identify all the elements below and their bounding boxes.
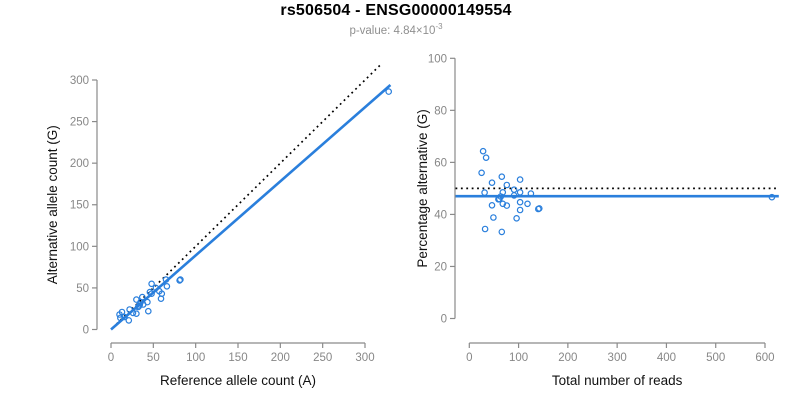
y-tick-label: 40 [434,209,447,221]
x-tick-label: 100 [509,352,528,364]
y-tick-label: 100 [70,241,89,253]
data-point [125,317,133,324]
data-point [139,293,146,301]
data-point [118,308,126,316]
x-tick-label: 0 [466,352,472,364]
data-point [503,202,511,209]
x-tick-label: 300 [608,352,627,364]
x-tick-label: 600 [755,352,774,364]
data-point [176,277,183,284]
data-point [768,193,776,201]
data-point [503,181,511,189]
y-tick-label: 0 [441,314,447,326]
data-point [482,154,490,162]
y-tick-label: 150 [70,200,89,212]
data-point [385,88,393,95]
data-point [490,214,497,221]
data-points [116,88,393,324]
x-axis-title: Total number of reads [552,373,683,388]
x-axis: 0 100 200 300 400 500 600 Total number of reads [466,342,775,388]
y-tick-label: 200 [70,158,89,170]
y-axis-title: Alternative allele count (G) [45,125,60,284]
data-point [535,205,543,212]
data-points [478,147,776,236]
x-tick-label: 400 [657,352,676,364]
y-tick-label: 60 [434,157,447,169]
x-tick-label: 300 [355,352,374,364]
data-point [158,290,166,298]
x-tick-label: 0 [108,352,114,364]
data-point [117,314,124,322]
y-tick-label: 100 [428,53,447,65]
x-axis-title: Reference allele count (A) [160,373,316,388]
data-point [516,189,524,196]
data-point [488,179,496,187]
data-point [488,202,496,209]
y-axis: 0 20 40 60 80 100 Percentage alternative (G) [415,53,456,326]
data-point [499,189,507,196]
data-point [152,284,160,292]
data-point [498,173,506,181]
x-tick-label: 150 [228,352,247,364]
y-tick-label: 80 [434,105,447,117]
y-tick-label: 300 [70,75,89,87]
data-point [524,200,531,208]
left-plot: 0 50 100 150 200 250 300 Reference allele count… [45,64,393,388]
x-tick-label: 250 [313,352,332,364]
data-point [516,206,524,214]
data-point [121,313,128,321]
y-axis-title: Percentage alternative (G) [415,109,430,267]
data-point [527,190,535,197]
x-tick-label: 500 [706,352,725,364]
x-tick-label: 200 [558,352,577,364]
x-tick-label: 50 [147,352,160,364]
data-point [516,198,524,206]
data-point [129,309,137,317]
data-point [481,225,489,233]
data-point [126,306,133,313]
data-point [478,169,485,177]
data-point [133,310,140,318]
y-tick-label: 0 [83,325,89,337]
x-tick-label: 200 [271,352,290,364]
data-point [163,282,171,290]
data-point [148,290,155,298]
x-axis: 0 50 100 150 200 250 300 Reference allele count… [108,342,375,388]
y-axis: 0 50 100 150 200 250 300 Alternative allele cou… [45,75,98,337]
data-point [144,298,151,306]
data-point [148,280,155,288]
data-point [146,288,154,296]
x-tick-label: 100 [186,352,205,364]
data-point [516,176,524,183]
y-tick-label: 250 [70,117,89,129]
data-point [177,276,184,283]
data-point [510,186,518,194]
y-tick-label: 50 [76,283,89,295]
y-tick-label: 20 [434,261,447,273]
data-point [479,147,487,155]
data-point [498,228,506,236]
data-point [162,276,170,283]
data-point [513,215,520,222]
data-point [510,192,518,199]
data-point [481,189,488,196]
data-point [145,307,152,315]
